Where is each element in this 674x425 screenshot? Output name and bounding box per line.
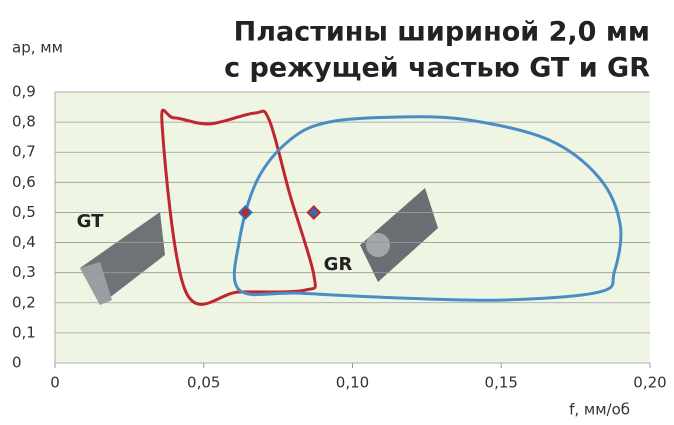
- y-tick-label: 0,4: [12, 233, 36, 251]
- chart-title: с режущей частью GT и GR: [224, 53, 650, 84]
- y-tick-label: 0: [12, 354, 22, 372]
- region-outline: [232, 115, 623, 302]
- x-tick-label: 0,20: [633, 374, 666, 392]
- series-label: GT: [77, 211, 104, 232]
- gr-insert-image: [360, 188, 438, 282]
- x-tick-label: 0: [50, 374, 60, 392]
- y-tick-label: 0,7: [12, 143, 36, 161]
- x-tick-label: 0,15: [485, 374, 518, 392]
- y-tick-label: 0,8: [12, 113, 36, 131]
- x-axis-label: f, мм/об: [569, 401, 630, 419]
- y-tick-label: 0,1: [12, 323, 36, 341]
- chart-title: Пластины шириной 2,0 мм: [234, 17, 650, 48]
- x-tick-label: 0,05: [187, 374, 220, 392]
- point: [306, 205, 322, 220]
- y-tick-label: 0,5: [12, 203, 36, 221]
- y-tick-label: 0,3: [12, 263, 36, 281]
- y-tick-label: 0,9: [12, 83, 36, 101]
- y-axis-label: ap, мм: [12, 39, 63, 57]
- series-label: GR: [324, 254, 353, 275]
- x-tick-label: 0,10: [336, 374, 369, 392]
- point: [237, 205, 253, 220]
- y-tick-label: 0,6: [12, 173, 36, 191]
- y-tick-label: 0,2: [12, 293, 36, 311]
- region-outline: [160, 108, 317, 306]
